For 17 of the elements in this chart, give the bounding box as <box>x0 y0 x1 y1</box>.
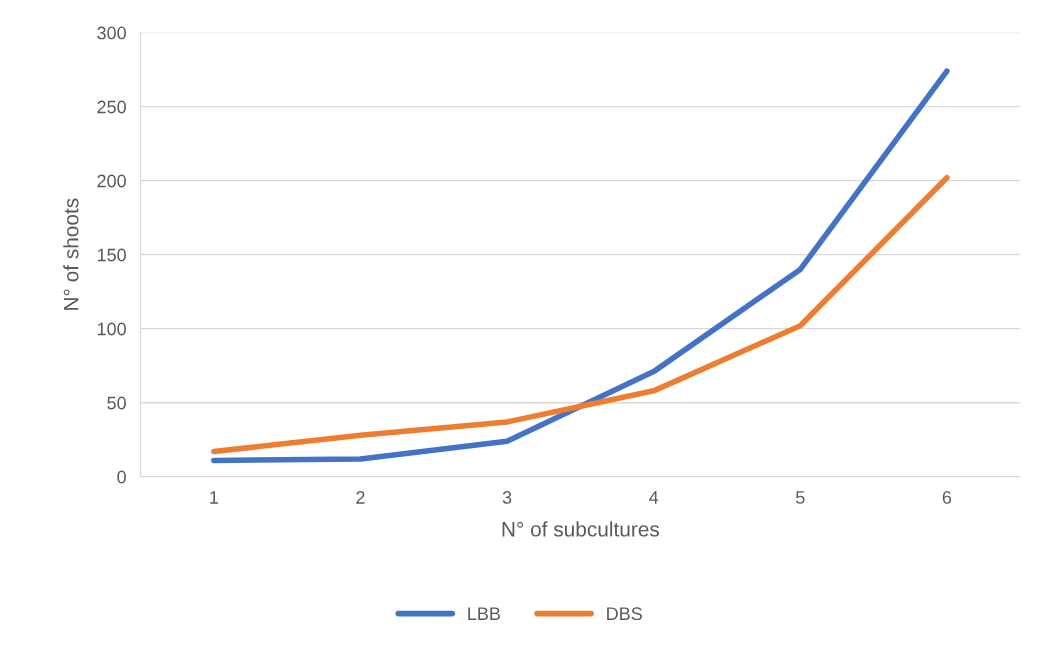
y-axis-title: N° of shoots <box>63 198 79 310</box>
y-tick-label: 200 <box>97 174 126 188</box>
y-tick-label: 150 <box>97 248 126 262</box>
x-tick-label: 6 <box>942 491 952 504</box>
y-tick-label: 250 <box>97 100 126 114</box>
x-tick-label: 5 <box>795 491 805 504</box>
y-tick-label: 50 <box>107 396 126 410</box>
x-tick-label: 2 <box>356 491 365 504</box>
x-tick-label: 3 <box>502 491 512 504</box>
legend-label: DBS <box>607 607 642 621</box>
x-tick-label: 4 <box>649 491 659 504</box>
x-axis-title: N° of subcultures <box>502 521 660 537</box>
legend-label: LBB <box>468 607 500 620</box>
x-tick-label: 1 <box>210 491 218 504</box>
y-tick-label: 100 <box>97 322 126 336</box>
y-tick-label: 300 <box>97 26 126 40</box>
y-tick-label: 0 <box>117 470 126 484</box>
